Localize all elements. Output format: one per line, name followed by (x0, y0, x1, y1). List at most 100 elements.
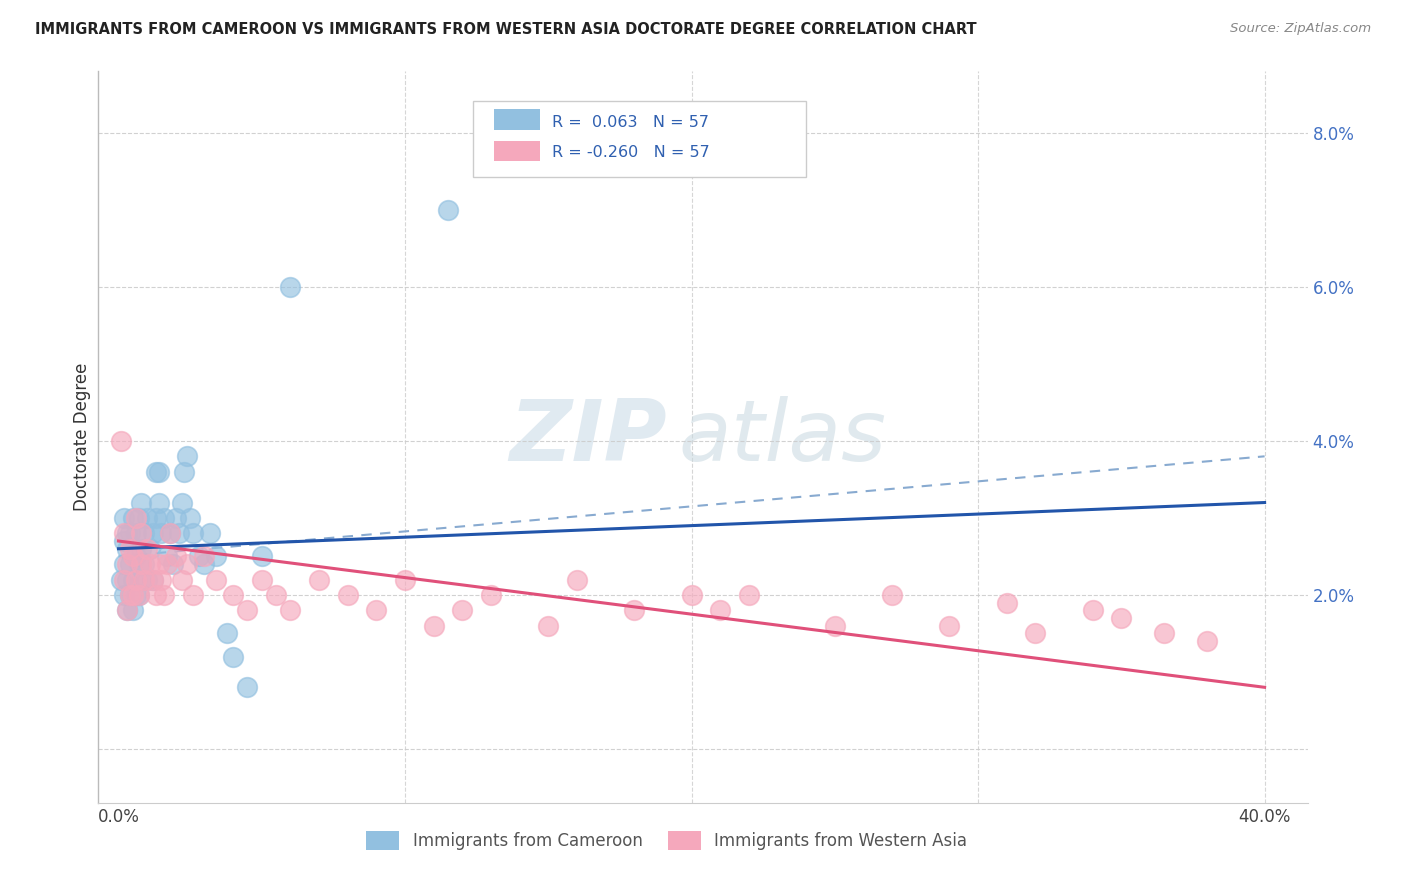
Text: IMMIGRANTS FROM CAMEROON VS IMMIGRANTS FROM WESTERN ASIA DOCTORATE DEGREE CORREL: IMMIGRANTS FROM CAMEROON VS IMMIGRANTS F… (35, 22, 977, 37)
Point (131, 495, 153, 509)
Point (153, 588, 176, 602)
Point (280, 603, 302, 617)
Point (115, 526, 138, 541)
Text: R =  0.063   N = 57: R = 0.063 N = 57 (551, 115, 709, 130)
Point (142, 573, 165, 587)
Point (121, 511, 143, 525)
Point (451, 603, 474, 617)
Point (128, 511, 150, 525)
Point (128, 588, 150, 602)
Point (150, 573, 173, 587)
Point (236, 603, 259, 617)
Point (217, 626, 239, 640)
Point (709, 603, 731, 617)
Point (205, 549, 228, 564)
Point (537, 618, 560, 632)
Point (165, 549, 187, 564)
Point (938, 618, 960, 632)
Point (139, 541, 162, 556)
Point (112, 573, 135, 587)
Legend: Immigrants from Cameroon, Immigrants from Western Asia: Immigrants from Cameroon, Immigrants fro… (360, 824, 974, 856)
Point (118, 541, 141, 556)
Point (394, 573, 416, 587)
Point (1197, 634, 1219, 648)
Point (142, 526, 165, 541)
Point (162, 557, 184, 571)
Point (118, 557, 141, 571)
Point (264, 588, 287, 602)
Point (250, 573, 273, 587)
Point (131, 526, 153, 541)
Point (124, 549, 146, 564)
Point (131, 573, 153, 587)
Point (115, 603, 138, 617)
Point (1081, 603, 1104, 617)
Point (118, 588, 141, 602)
Point (112, 557, 135, 571)
Point (738, 588, 761, 602)
Point (112, 526, 135, 541)
Point (1153, 626, 1175, 640)
Point (193, 549, 215, 564)
Point (128, 557, 150, 571)
Point (136, 511, 159, 525)
Point (118, 588, 141, 602)
Point (134, 573, 156, 587)
Point (167, 526, 190, 541)
Point (145, 465, 167, 479)
Point (250, 549, 273, 564)
Text: Source: ZipAtlas.com: Source: ZipAtlas.com (1230, 22, 1371, 36)
Point (145, 588, 167, 602)
FancyBboxPatch shape (474, 101, 806, 178)
Point (134, 526, 156, 541)
Point (159, 526, 181, 541)
Point (136, 541, 159, 556)
FancyBboxPatch shape (494, 141, 540, 161)
Point (148, 495, 170, 509)
Point (145, 511, 167, 525)
Point (176, 557, 198, 571)
Point (205, 573, 228, 587)
Point (115, 603, 138, 617)
Point (681, 588, 703, 602)
Point (112, 534, 135, 549)
Point (824, 618, 846, 632)
Point (181, 588, 204, 602)
Point (882, 588, 904, 602)
Point (236, 681, 259, 695)
Text: R = -0.260   N = 57: R = -0.260 N = 57 (551, 145, 710, 160)
Point (198, 526, 221, 541)
Point (134, 557, 156, 571)
Y-axis label: Doctorate Degree: Doctorate Degree (73, 363, 91, 511)
Point (187, 549, 209, 564)
Point (437, 202, 460, 217)
Point (479, 588, 502, 602)
Point (222, 649, 245, 664)
FancyBboxPatch shape (494, 110, 540, 130)
Point (1111, 611, 1133, 625)
Point (112, 511, 135, 525)
Point (142, 573, 165, 587)
Point (139, 557, 162, 571)
Point (222, 588, 245, 602)
Point (565, 573, 588, 587)
Point (131, 541, 153, 556)
Point (110, 573, 132, 587)
Point (170, 495, 193, 509)
Point (179, 511, 201, 525)
Point (153, 511, 176, 525)
Point (623, 603, 645, 617)
Point (159, 526, 181, 541)
Point (173, 465, 195, 479)
Point (308, 573, 330, 587)
Point (124, 526, 146, 541)
Point (193, 557, 215, 571)
Point (336, 588, 359, 602)
Point (1024, 626, 1046, 640)
Point (136, 573, 159, 587)
Point (121, 588, 143, 602)
Point (366, 603, 388, 617)
Point (112, 588, 135, 602)
Point (118, 526, 141, 541)
Text: atlas: atlas (679, 395, 887, 479)
